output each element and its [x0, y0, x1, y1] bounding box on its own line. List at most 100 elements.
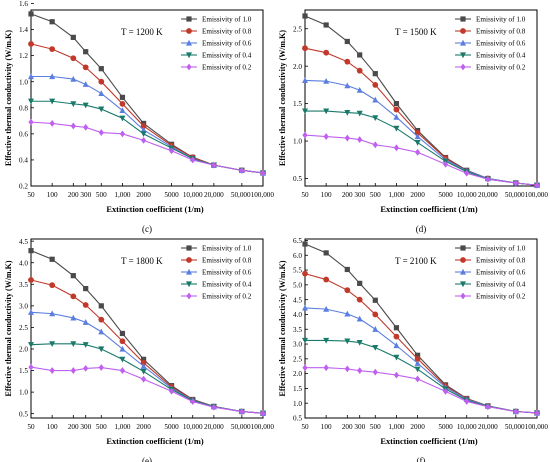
data-point: [372, 81, 379, 88]
data-point: [119, 107, 126, 113]
data-point: [357, 280, 363, 286]
legend-marker: [460, 39, 466, 46]
data-point: [414, 360, 421, 366]
x-tick-label: 1,000: [114, 191, 131, 199]
data-point: [357, 136, 363, 143]
data-point: [356, 315, 363, 322]
data-point: [344, 82, 351, 89]
data-point: [119, 94, 126, 100]
data-point: [356, 67, 363, 74]
data-point: [49, 256, 55, 262]
data-point: [70, 122, 76, 130]
data-point: [98, 328, 105, 335]
series-line: [31, 100, 264, 174]
data-point: [98, 129, 104, 136]
data-point: [464, 398, 470, 405]
x-tick-label: 100: [47, 423, 58, 431]
legend-marker: [186, 292, 192, 300]
data-point: [82, 319, 89, 325]
x-tick-label: 20,000: [478, 191, 498, 199]
data-point: [393, 113, 400, 120]
x-axis-label: Extinction coefficient (1/m): [380, 205, 477, 214]
data-point: [464, 169, 470, 177]
y-axis-label: Effective thermal conductivity (W/m.K): [278, 30, 287, 166]
data-point: [302, 304, 308, 311]
legend-entry: Emissivity of 0.6: [476, 269, 526, 277]
y-tick-label: 6.0: [293, 252, 302, 260]
legend-entry: Emissivity of 0.8: [202, 28, 252, 36]
legend-marker: [186, 281, 192, 288]
data-point: [323, 77, 330, 84]
x-tick-label: 2000: [136, 423, 151, 431]
legend-entry: Emissivity of 0.2: [476, 64, 526, 72]
data-point: [356, 86, 363, 93]
data-point: [344, 287, 351, 294]
data-point: [28, 98, 34, 105]
series-line: [305, 367, 538, 414]
legend-entry: Emissivity of 0.6: [202, 269, 252, 277]
series-line: [30, 366, 264, 414]
panel-label: (d): [416, 224, 427, 234]
data-point: [372, 344, 379, 351]
data-point: [140, 136, 147, 144]
y-tick-label: 1.0: [19, 78, 28, 86]
data-point: [119, 338, 126, 345]
data-point: [323, 22, 329, 28]
series-line: [304, 79, 538, 186]
y-tick-label: 4.0: [19, 259, 28, 267]
y-tick-label: 3.5: [293, 326, 302, 334]
temperature-annotation: T = 2100 K: [395, 256, 437, 266]
data-point: [98, 90, 105, 97]
data-point: [98, 364, 104, 371]
x-tick-label: 100: [321, 191, 332, 199]
x-axis-label: Extinction coefficient (1/m): [380, 437, 477, 446]
x-tick-label: 100: [321, 423, 332, 431]
data-point: [83, 364, 89, 372]
data-point: [49, 73, 56, 80]
x-tick-label: 10,000: [183, 423, 203, 431]
legend-marker: [460, 28, 466, 34]
y-tick-label: 0.8: [19, 104, 28, 112]
x-tick-label: 10,000: [457, 191, 477, 199]
data-point: [140, 359, 147, 366]
data-point: [49, 341, 56, 348]
data-point: [83, 123, 89, 131]
series-line: [30, 343, 264, 414]
data-point: [49, 98, 56, 105]
y-tick-label: 2.0: [19, 346, 28, 354]
data-point: [393, 144, 400, 152]
data-point: [49, 120, 55, 127]
data-point: [28, 342, 34, 348]
legend-marker: [460, 16, 466, 22]
data-point: [513, 179, 519, 187]
y-tick-label: 2.0: [293, 63, 302, 71]
series-line: [305, 110, 538, 186]
x-tick-label: 50: [301, 191, 309, 199]
data-point: [344, 338, 351, 345]
y-tick-label: 3.0: [19, 302, 28, 310]
x-tick-label: 500: [370, 191, 381, 199]
data-point: [119, 330, 126, 337]
x-tick-label: 5000: [164, 423, 179, 431]
data-point: [344, 310, 351, 317]
y-tick-label: 3.5: [19, 281, 28, 289]
x-tick-label: 50,000100,000: [505, 191, 549, 199]
legend-entry: Emissivity of 0.2: [202, 64, 252, 72]
legend-marker: [186, 268, 192, 275]
data-point: [70, 314, 77, 321]
x-tick-label: 200 300: [68, 191, 92, 199]
legend-entry: Emissivity of 0.2: [202, 293, 252, 301]
x-tick-label: 2000: [410, 423, 425, 431]
data-point: [302, 45, 308, 52]
legend-marker: [460, 257, 466, 263]
data-point: [414, 133, 421, 140]
series-line: [30, 121, 264, 174]
panel-d: 50 100 200 300 500 1,000 2000 5000 10,000 20,000…: [278, 9, 549, 234]
y-tick-label: 1.5: [293, 385, 302, 393]
data-point: [344, 365, 350, 373]
data-point: [323, 250, 329, 256]
legend-entry: Emissivity of 0.6: [202, 40, 252, 48]
y-tick-label: 0.4: [19, 157, 28, 165]
y-tick-label: 1.2: [19, 52, 28, 60]
